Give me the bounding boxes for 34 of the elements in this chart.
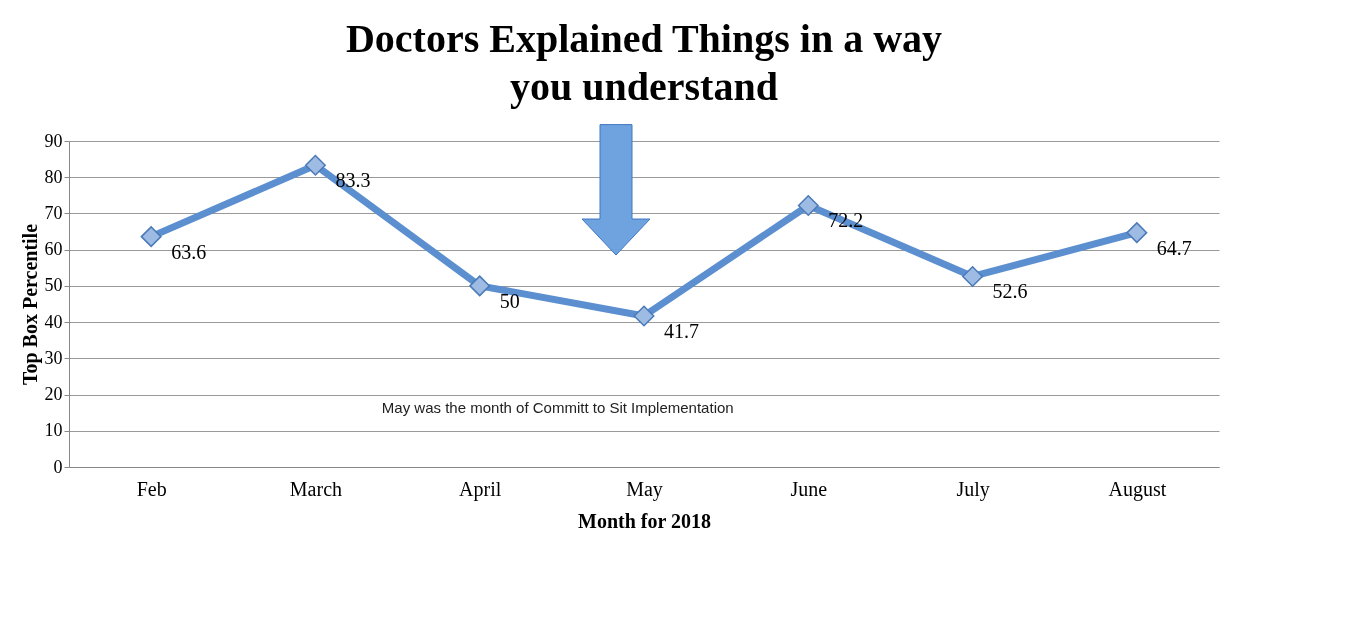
point <box>633 305 655 327</box>
data-label: 64.7 <box>1156 236 1192 259</box>
data-label: 63.6 <box>171 240 207 263</box>
x-tick-label: March <box>289 477 343 500</box>
point <box>304 154 326 176</box>
x-tick-label: Feb <box>136 477 167 500</box>
y-tick-label: 20 <box>44 384 63 405</box>
point <box>140 226 162 248</box>
y-tick-label: 30 <box>44 347 63 368</box>
x-tick-label: August <box>1108 477 1167 501</box>
point <box>797 194 819 216</box>
data-label: 50 <box>499 289 520 312</box>
x-tick-label: June <box>790 477 828 500</box>
point <box>469 275 491 297</box>
y-tick-label: 50 <box>44 275 63 296</box>
x-tick-label: April <box>459 477 502 501</box>
y-tick-label: 60 <box>44 239 63 260</box>
y-tick-label: 40 <box>44 311 63 332</box>
data-label: 41.7 <box>664 319 699 342</box>
y-tick-label: 90 <box>44 130 63 151</box>
data-label: 72.2 <box>828 209 864 232</box>
y-tick-label: 70 <box>44 202 63 223</box>
x-tick-label: May <box>626 477 663 501</box>
x-tick-label: July <box>956 477 990 501</box>
x-axis-title: Month for 2018 <box>578 509 711 532</box>
data-label: 52.6 <box>992 280 1028 303</box>
y-axis-title: Top Box Percentile <box>18 223 42 386</box>
point <box>962 265 984 287</box>
chart-title: Doctors Explained Things in a way you understand <box>345 16 943 109</box>
point <box>1126 222 1148 244</box>
y-tick-label: 0 <box>53 456 63 477</box>
y-tick-label: 10 <box>44 420 63 441</box>
annotation: May was the month of Committ to Sit Implementation <box>381 399 734 417</box>
y-tick-label: 80 <box>44 166 63 187</box>
